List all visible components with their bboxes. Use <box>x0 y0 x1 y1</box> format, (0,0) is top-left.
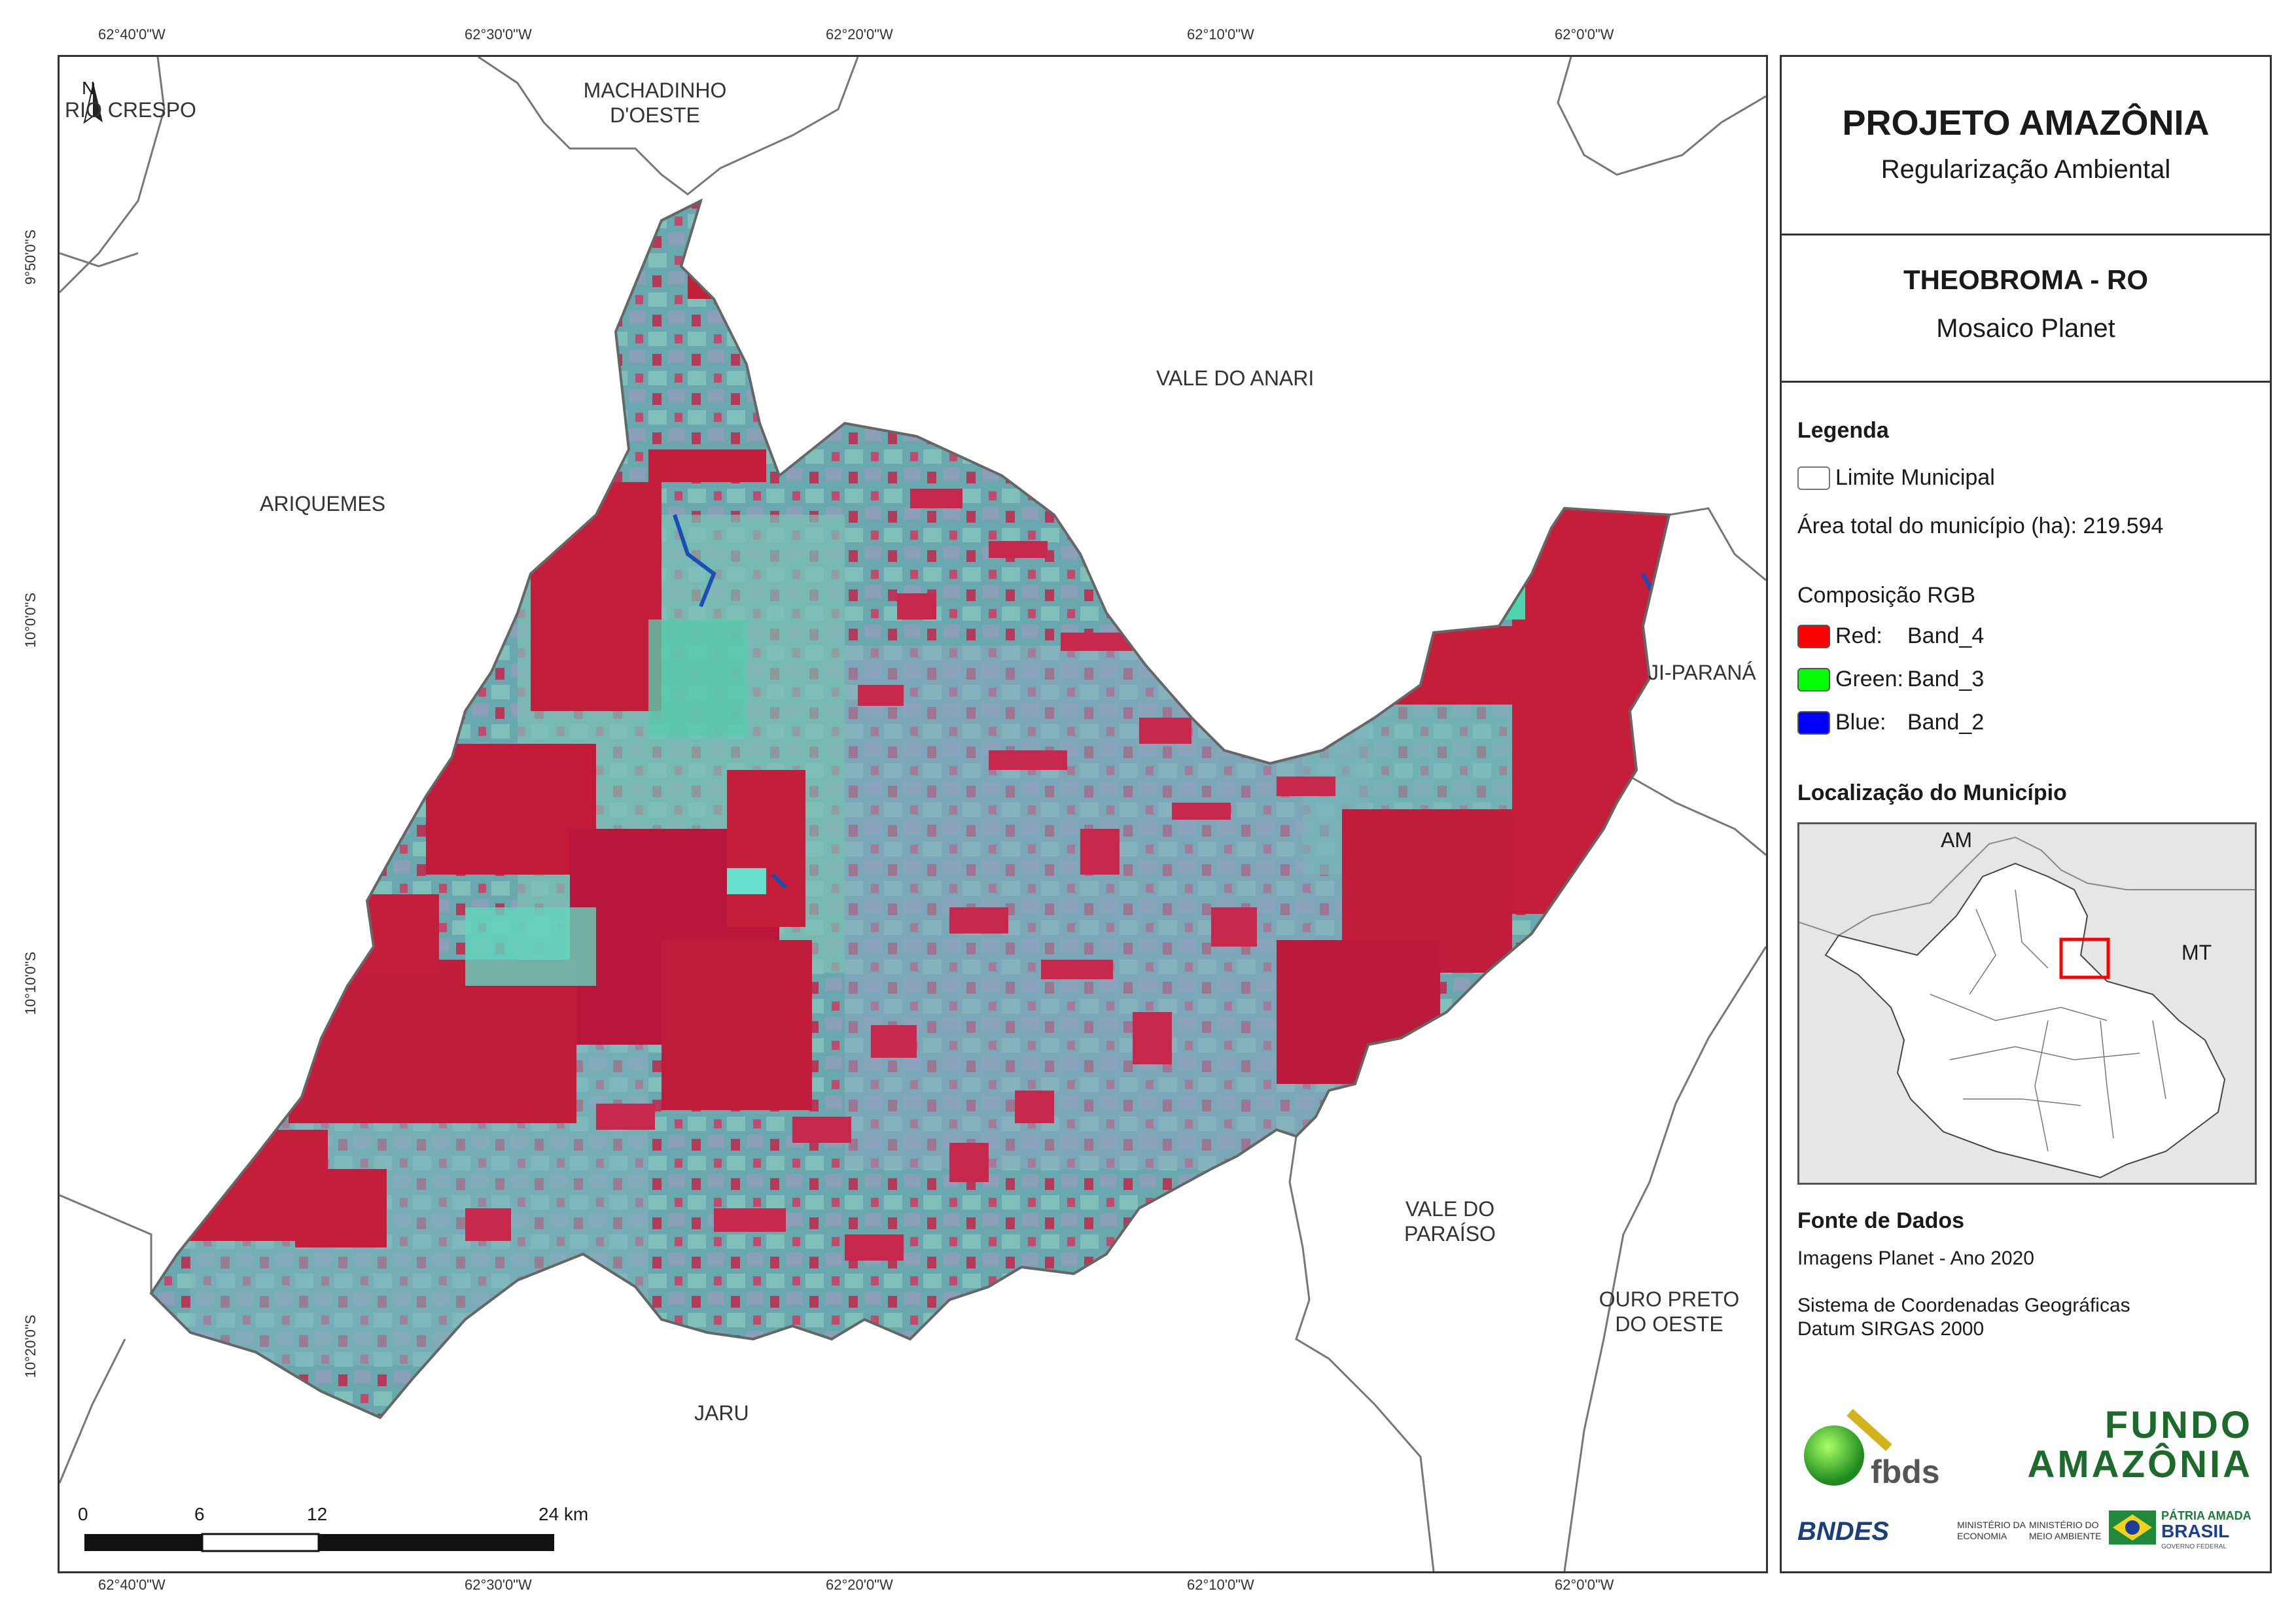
fundo-amazonia-line1: FUNDO <box>2104 1404 2253 1446</box>
coord-bottom-5: 62°0'0"W <box>1555 1577 1614 1593</box>
scale-tick-24: 24 km <box>539 1504 589 1524</box>
label-vale-do-anari: VALE DO ANARI <box>1156 366 1315 390</box>
legend-green-band: Band_3 <box>1907 667 1985 691</box>
gov-line: GOVERNO FEDERAL <box>2161 1543 2227 1550</box>
ministerio-economia-logo: MINISTÉRIO DA ECONOMIA <box>1957 1520 2026 1542</box>
label-vale-paraiso-line2: PARAÍSO <box>1404 1222 1496 1246</box>
source-crs: Sistema de Coordenadas Geográficas <box>1797 1295 2130 1316</box>
legend-red: Red: Band_4 <box>1797 623 1984 649</box>
red-swatch-icon <box>1797 624 1830 648</box>
legend-panel: PROJETO AMAZÔNIA Regularização Ambiental… <box>1780 55 2272 1573</box>
legend-red-band: Band_4 <box>1907 623 1985 648</box>
satellite-mosaic <box>151 201 1669 1418</box>
coord-top-5: 62°0'0"W <box>1555 26 1614 43</box>
coord-left-2: 10°0'0"S <box>22 592 39 648</box>
coord-left-3: 10°10'0"S <box>22 951 39 1015</box>
location-inset-map[interactable]: AM MT <box>1797 822 2257 1185</box>
map-canvas[interactable] <box>60 57 1766 1571</box>
coord-bottom-1: 62°40'0"W <box>98 1577 166 1593</box>
coord-bottom-4: 62°10'0"W <box>1187 1577 1254 1593</box>
coord-top-3: 62°20'0"W <box>826 26 893 43</box>
label-machadinho-line2: D'OESTE <box>610 103 700 127</box>
inset-label-mt: MT <box>2181 941 2212 964</box>
sources-heading: Fonte de Dados <box>1797 1208 1965 1233</box>
map-header: THEOBROMA - RO Mosaico Planet <box>1782 236 2270 383</box>
location-heading: Localização do Município <box>1797 780 2067 805</box>
project-header: PROJETO AMAZÔNIA Regularização Ambiental <box>1782 57 2270 236</box>
legend-green-label: Green: <box>1835 667 1903 691</box>
label-machadinho: MACHADINHO D'OESTE <box>557 78 753 128</box>
legend-red-label: Red: <box>1835 623 1882 648</box>
legend-blue-label: Blue: <box>1835 710 1886 735</box>
coord-bottom-2: 62°30'0"W <box>465 1577 532 1593</box>
source-imagery: Imagens Planet - Ano 2020 <box>1797 1248 2034 1269</box>
north-arrow-label: N <box>82 78 96 98</box>
fbds-logo-text: fbds <box>1871 1454 1940 1490</box>
coord-left-1: 9°50'0"S <box>22 229 39 285</box>
source-datum: Datum SIRGAS 2000 <box>1797 1318 1985 1340</box>
label-rio-crespo: RIO CRESPO <box>65 98 196 122</box>
min-amb-line1: MINISTÉRIO DO <box>2029 1520 2099 1530</box>
north-arrow-icon <box>83 82 103 124</box>
scale-tick-12: 12 <box>307 1504 328 1524</box>
coord-left-4: 10°20'0"S <box>22 1314 39 1378</box>
label-vale-do-paraiso: VALE DO PARAÍSO <box>1388 1196 1512 1246</box>
map-frame[interactable]: N RIO CRESPO MACHADINHO D'OESTE VALE DO … <box>58 55 1768 1573</box>
municipal-boundaries <box>60 57 1766 1571</box>
fundo-amazonia-logo: FUNDO AMAZÔNIA <box>1978 1406 2253 1484</box>
min-eco-line2: ECONOMIA <box>1957 1531 2007 1541</box>
brasil-line: BRASIL <box>2161 1521 2230 1541</box>
coord-top-1: 62°40'0"W <box>98 26 166 43</box>
label-ouro-preto: OURO PRETO DO OESTE <box>1591 1287 1748 1336</box>
label-ariquemes: ARIQUEMES <box>260 492 386 515</box>
legend-composition: Composição RGB <box>1797 583 1976 608</box>
brazil-flag-icon <box>2109 1510 2156 1544</box>
project-title: PROJETO AMAZÔNIA <box>1842 103 2210 143</box>
theobroma-location-marker <box>2059 937 2110 979</box>
boundary-swatch-icon <box>1797 466 1830 490</box>
min-amb-line2: MEIO AMBIENTE <box>2029 1531 2102 1541</box>
legend-boundary: Limite Municipal <box>1797 465 1995 491</box>
patria-line: PÁTRIA AMADA <box>2161 1509 2252 1522</box>
ministerio-meio-ambiente-logo: MINISTÉRIO DO MEIO AMBIENTE <box>2029 1520 2101 1542</box>
legend-green: Green: Band_3 <box>1797 667 1984 692</box>
inset-label-am: AM <box>1941 828 1972 852</box>
legend-heading: Legenda <box>1797 418 1889 443</box>
fbds-logo: fbds <box>1797 1405 1954 1490</box>
scale-bar <box>84 1533 554 1552</box>
blue-swatch-icon <box>1797 710 1830 735</box>
label-ji-parana: JI-PARANÁ <box>1648 661 1756 684</box>
label-vale-paraiso-line1: VALE DO <box>1405 1197 1495 1221</box>
legend-blue: Blue: Band_2 <box>1797 710 1984 735</box>
coord-top-2: 62°30'0"W <box>465 26 532 43</box>
fundo-amazonia-line2: AMAZÔNIA <box>2027 1443 2253 1486</box>
label-jaru: JARU <box>694 1401 749 1425</box>
label-ouro-preto-line1: OURO PRETO <box>1598 1287 1740 1311</box>
scale-tick-6: 6 <box>194 1504 205 1524</box>
bndes-logo: BNDES <box>1797 1517 1890 1546</box>
legend-area: Área total do município (ha): 219.594 <box>1797 514 2164 538</box>
legend-boundary-label: Limite Municipal <box>1835 465 1995 490</box>
map-title: THEOBROMA - RO <box>1903 264 2149 295</box>
coord-bottom-3: 62°20'0"W <box>826 1577 893 1593</box>
theobroma-boundary <box>149 198 1671 1420</box>
min-eco-line1: MINISTÉRIO DA <box>1957 1520 2026 1530</box>
coord-top-4: 62°10'0"W <box>1187 26 1254 43</box>
green-swatch-icon <box>1797 667 1830 691</box>
project-subtitle: Regularização Ambiental <box>1881 155 2171 184</box>
patria-amada-brasil-logo: PÁTRIA AMADA BRASIL GOVERNO FEDERAL <box>2161 1508 2252 1555</box>
map-subtitle: Mosaico Planet <box>1936 314 2115 343</box>
scale-tick-0: 0 <box>78 1504 88 1524</box>
legend-blue-band: Band_2 <box>1907 710 1985 735</box>
rondonia-shape <box>1824 862 2226 1179</box>
label-machadinho-line1: MACHADINHO <box>583 79 727 102</box>
label-ouro-preto-line2: DO OESTE <box>1615 1312 1723 1336</box>
